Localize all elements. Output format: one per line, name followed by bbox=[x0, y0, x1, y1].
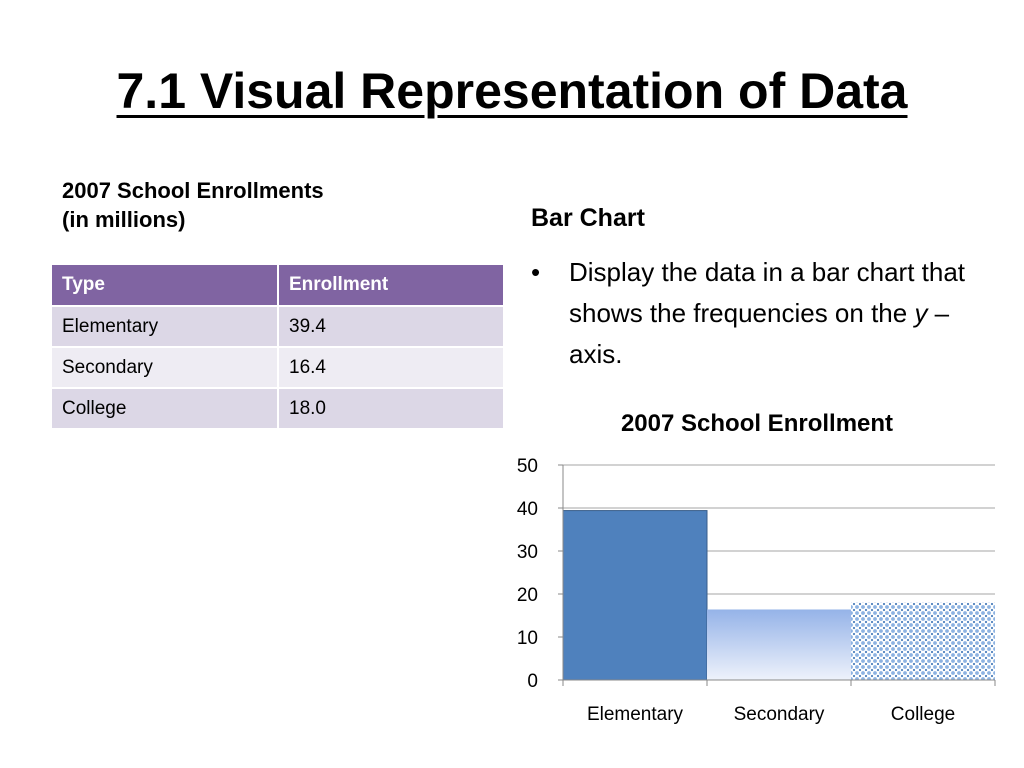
table-cell-enrollment: 39.4 bbox=[278, 306, 503, 348]
y-tick-label: 40 bbox=[517, 499, 538, 520]
chart-axes: 0 10 20 30 40 50 Elementary Secondary College bbox=[517, 456, 996, 725]
bullet-text-italic: y bbox=[914, 298, 928, 328]
slide-title: 7.1 Visual Representation of Data bbox=[116, 63, 908, 119]
table-row: College 18.0 bbox=[52, 388, 503, 430]
table-cell-type: Secondary bbox=[52, 347, 279, 389]
y-tick-label: 50 bbox=[517, 456, 538, 477]
table-cell-type: College bbox=[52, 388, 279, 430]
x-tick-label: College bbox=[891, 704, 955, 725]
y-tick-label: 10 bbox=[517, 628, 538, 649]
enrollment-table: Type Enrollment Elementary 39.4 Secondar… bbox=[52, 265, 503, 430]
y-tick-label: 20 bbox=[517, 585, 538, 606]
table-row: Elementary 39.4 bbox=[52, 306, 503, 348]
y-tick-label: 0 bbox=[527, 671, 538, 692]
bullet-icon: • bbox=[531, 257, 541, 287]
y-tick-label: 30 bbox=[517, 542, 538, 563]
table-caption-line1: 2007 School Enrollments bbox=[62, 178, 324, 203]
table-cell-enrollment: 18.0 bbox=[278, 388, 503, 430]
bullet-item: • Display the data in a bar chart that s… bbox=[531, 252, 971, 375]
bar-chart-heading: Bar Chart bbox=[531, 204, 645, 232]
chart-title: 2007 School Enrollment bbox=[621, 410, 893, 437]
bar-secondary bbox=[707, 609, 851, 680]
table-caption-line2: (in millions) bbox=[62, 207, 186, 232]
x-tick-label: Elementary bbox=[587, 704, 684, 725]
chart-bars bbox=[562, 510, 995, 681]
bar-college bbox=[851, 602, 995, 680]
table-header-row: Type Enrollment bbox=[52, 265, 503, 307]
bar-elementary bbox=[562, 510, 708, 681]
bullet-text-before: Display the data in a bar chart that sho… bbox=[569, 257, 966, 328]
table-header-enrollment: Enrollment bbox=[278, 265, 503, 307]
table-row: Secondary 16.4 bbox=[52, 347, 503, 389]
table-header-type: Type bbox=[52, 265, 279, 307]
table-cell-type: Elementary bbox=[52, 306, 279, 348]
enrollment-bar-chart: 2007 School Enrollment 0 10 20 30 40 50 Elemen… bbox=[517, 410, 996, 725]
x-tick-label: Secondary bbox=[734, 704, 825, 725]
table-caption: 2007 School Enrollments (in millions) bbox=[62, 176, 422, 234]
bullet-text-after: – axis. bbox=[569, 298, 950, 369]
table-cell-enrollment: 16.4 bbox=[278, 347, 503, 389]
